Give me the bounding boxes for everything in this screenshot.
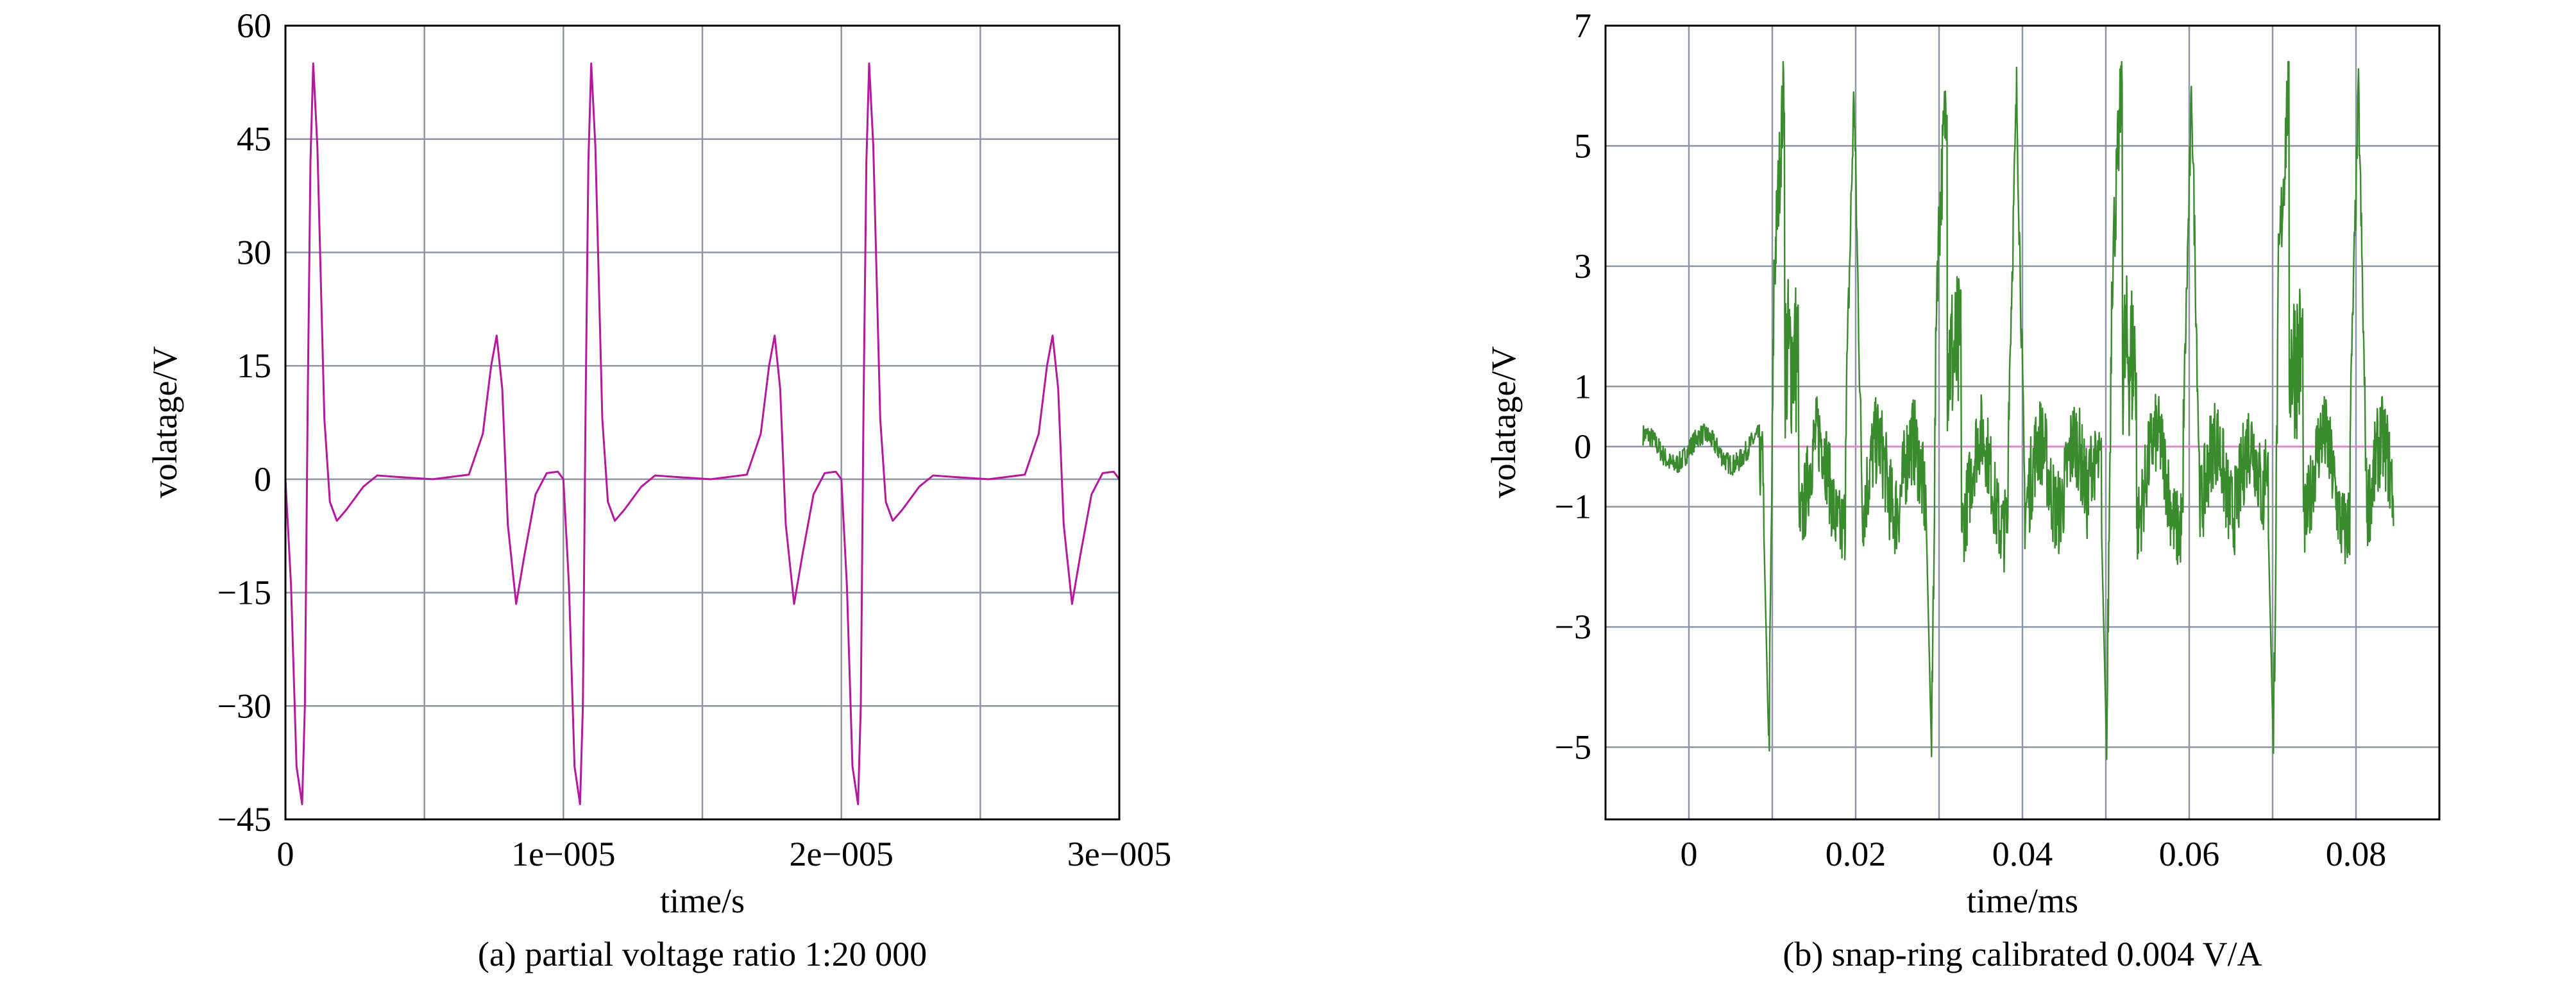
b-y-tick-label: 0 <box>1574 427 1591 466</box>
panel-a-y-tick-labels: −45 −30 −15 0 15 30 45 60 <box>217 6 271 839</box>
a-x-tick-label: 0 <box>277 835 294 873</box>
panel-a-grid <box>284 24 1121 821</box>
panel-a-plot-frame <box>284 24 1121 821</box>
a-y-tick-label: −15 <box>217 574 271 612</box>
panel-b-y-tick-labels: −5 −3 −1 0 1 3 5 7 <box>1555 6 1591 767</box>
a-x-tick-label: 3e−005 <box>1067 835 1171 873</box>
a-y-tick-label: 60 <box>237 6 271 45</box>
panel-b-x-tick-labels: 0 0.02 0.04 0.06 0.08 <box>1681 835 2387 873</box>
b-y-tick-label: 1 <box>1574 367 1591 406</box>
a-y-tick-label: −30 <box>217 687 271 725</box>
a-y-tick-label: 0 <box>254 460 271 499</box>
panel-b-plot-frame <box>1604 24 2441 821</box>
b-y-tick-label: 7 <box>1574 6 1591 45</box>
panel-a-x-axis-label: time/s <box>660 882 745 920</box>
a-y-tick-label: 30 <box>237 233 271 271</box>
b-y-tick-label: −5 <box>1555 728 1591 767</box>
panel-a-y-axis-label: volatage/V <box>146 346 184 499</box>
a-y-tick-label: 15 <box>237 346 271 385</box>
a-x-tick-label: 2e−005 <box>789 835 893 873</box>
panel-b-y-axis-label: volatage/V <box>1484 346 1523 499</box>
panel-a-voltage-line <box>284 62 1121 805</box>
b-y-tick-label: −3 <box>1555 608 1591 646</box>
a-y-tick-label: −45 <box>217 800 271 839</box>
panel-a-caption: (a) partial voltage ratio 1:20 000 <box>478 935 927 973</box>
b-y-tick-label: 5 <box>1574 126 1591 165</box>
panel-a: −45 −30 −15 0 15 30 45 60 0 1e−005 2e−005 3e−005 t… <box>146 6 1171 973</box>
b-x-tick-label: 0.08 <box>2326 835 2387 873</box>
a-y-tick-label: 45 <box>237 120 271 158</box>
panel-b-signal-line <box>1642 60 2394 760</box>
panel-a-x-tick-labels: 0 1e−005 2e−005 3e−005 <box>277 835 1172 873</box>
panel-b-grid <box>1606 24 2439 819</box>
b-x-tick-label: 0.02 <box>1826 835 1886 873</box>
b-y-tick-label: 3 <box>1574 247 1591 286</box>
b-x-tick-label: 0.04 <box>1992 835 2053 873</box>
b-y-tick-label: −1 <box>1555 488 1591 526</box>
panel-b-caption: (b) snap-ring calibrated 0.004 V/A <box>1783 935 2262 973</box>
b-x-tick-label: 0.06 <box>2159 835 2220 873</box>
a-x-tick-label: 1e−005 <box>511 835 615 873</box>
panel-b: −5 −3 −1 0 1 3 5 7 0 0.02 0.04 0.06 0.08 time/ms vo… <box>1484 6 2441 973</box>
b-x-tick-label: 0 <box>1681 835 1698 873</box>
panel-b-x-axis-label: time/ms <box>1967 882 2078 920</box>
